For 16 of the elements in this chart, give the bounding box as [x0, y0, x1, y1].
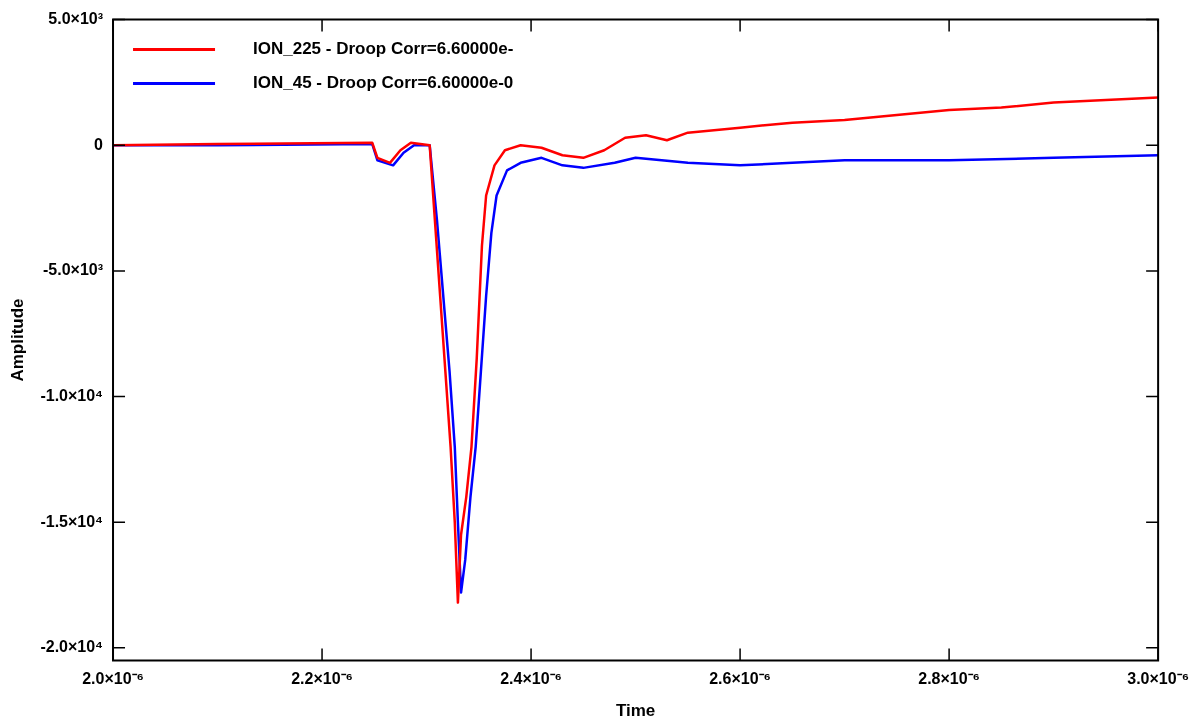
y-tick-label: -2.0×10⁴: [40, 638, 104, 656]
y-tick-label: -1.5×10⁴: [40, 512, 104, 530]
y-tick-label: -5.0×10³: [42, 261, 104, 279]
legend-label: ION_225 - Droop Corr=6.60000e-: [253, 39, 514, 59]
x-axis-title: Time: [615, 701, 656, 721]
y-axis-title: Amplitude: [7, 298, 27, 382]
y-tick-label: 5.0×10³: [48, 10, 104, 28]
x-tick-label: 3.0×10⁻⁶: [1127, 670, 1189, 688]
legend-label: ION_45 - Droop Corr=6.60000e-0: [253, 73, 514, 93]
y-tick-label: 0: [94, 135, 104, 153]
x-tick-label: 2.2×10⁻⁶: [291, 670, 353, 688]
x-tick-label: 2.6×10⁻⁶: [709, 670, 771, 688]
x-tick-label: 2.4×10⁻⁶: [500, 670, 562, 688]
x-tick-label: 2.0×10⁻⁶: [82, 670, 144, 688]
y-tick-label: -1.0×10⁴: [40, 386, 104, 404]
x-tick-label: 2.8×10⁻⁶: [918, 670, 980, 688]
